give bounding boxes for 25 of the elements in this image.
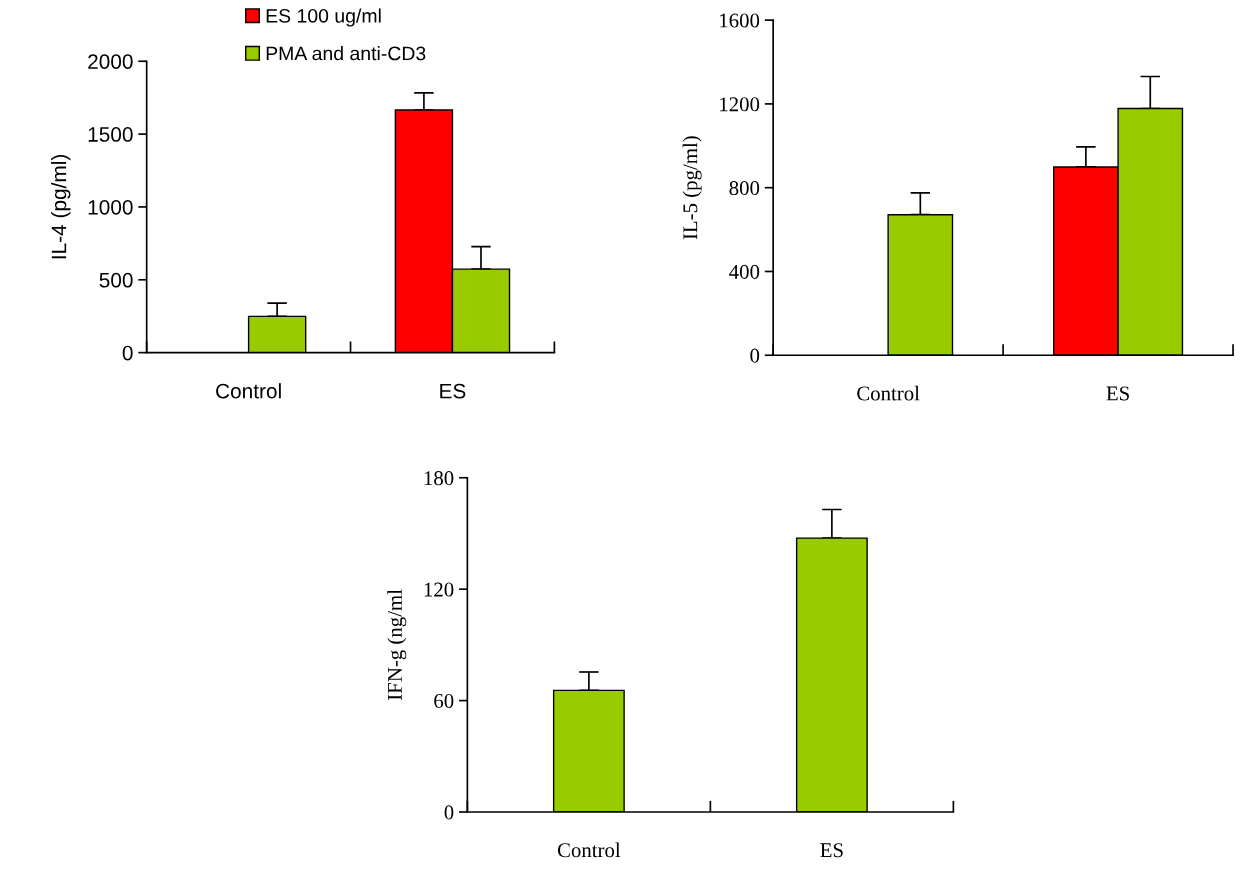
y-axis-title: IFN-g (ng/ml <box>387 589 407 700</box>
y-tick-label: 800 <box>729 181 760 196</box>
legend-label: ES 100 ug/ml <box>266 8 381 27</box>
y-tick-label: 1000 <box>88 199 133 215</box>
y-tick-label: 180 <box>424 471 454 486</box>
y-axis-title: IL-4 (pg/ml) <box>51 154 71 259</box>
y-tick-label: 500 <box>99 272 133 288</box>
x-tick-label: Control <box>216 383 281 399</box>
x-tick-label: ES <box>820 843 843 858</box>
x-tick-label: Control <box>857 385 920 401</box>
y-axis-title: IL-5 (pg/ml) <box>682 136 702 240</box>
x-tick-label: ES <box>1106 386 1129 401</box>
y-tick-label: 1600 <box>720 13 760 28</box>
y-tick-label: 60 <box>434 693 454 709</box>
y-tick-label: 400 <box>729 264 760 279</box>
x-tick-label: ES <box>440 383 466 399</box>
y-tick-label: 120 <box>424 582 454 597</box>
y-tick-label: 0 <box>444 805 454 820</box>
y-tick-label: 2000 <box>88 54 133 69</box>
y-tick-label: 1200 <box>720 97 760 112</box>
y-tick-label: 0 <box>122 345 133 361</box>
legend-label: PMA and anti-CD3 <box>266 46 426 61</box>
x-tick-label: Control <box>557 842 621 858</box>
y-tick-label: 0 <box>750 348 760 363</box>
y-tick-label: 1500 <box>88 127 133 142</box>
